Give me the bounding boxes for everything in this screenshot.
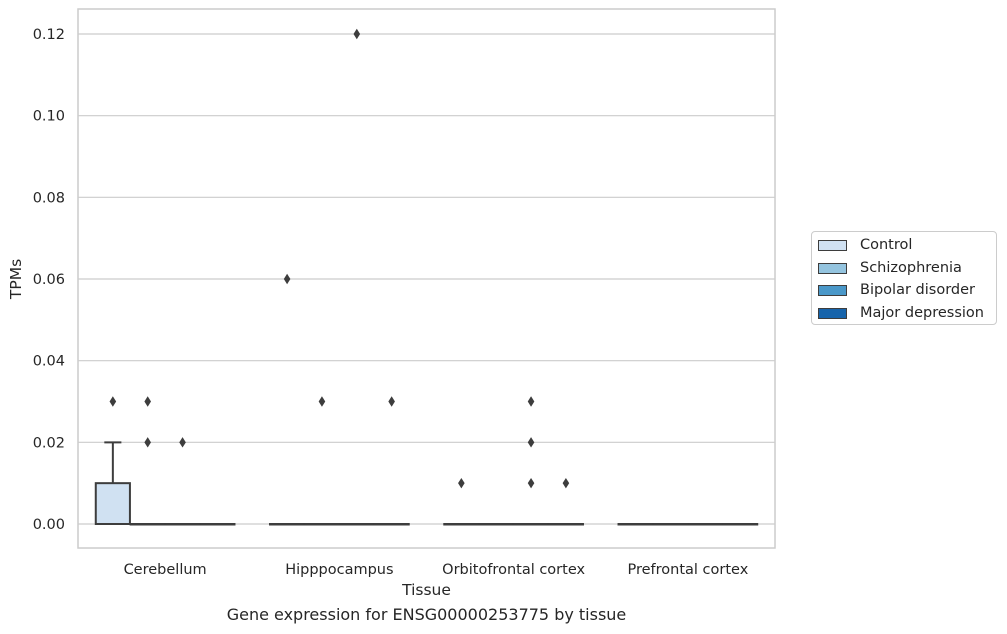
x-axis-title: Tissue: [401, 581, 451, 599]
y-axis-title: TPMs: [7, 259, 25, 300]
legend-label-major-depression: Major depression: [860, 305, 984, 321]
box-group: [303, 396, 341, 526]
outlier-point: [179, 437, 186, 448]
x-tick-label: Prefrontal cortex: [627, 562, 748, 578]
x-tick-label: Cerebellum: [124, 562, 207, 578]
legend: Control Schizophrenia Bipolar disorder M…: [811, 231, 997, 325]
legend-item-schizophrenia: Schizophrenia: [818, 258, 962, 278]
box-group: [338, 28, 375, 526]
box-group: [512, 396, 550, 526]
box: [94, 482, 131, 525]
legend-swatch-bipolar-disorder: [818, 284, 847, 296]
outlier-point: [527, 396, 535, 407]
outlier-point: [144, 396, 151, 407]
boxes: [94, 28, 759, 526]
box-group: [94, 396, 131, 525]
outlier-point: [458, 477, 465, 489]
x-tick-label: Orbitofrontal cortex: [442, 562, 585, 578]
chart-caption: Gene expression for ENSG00000253775 by t…: [226, 605, 627, 624]
box-group: [687, 523, 724, 526]
box-group: [652, 523, 689, 526]
y-tick-label: 0.06: [33, 272, 65, 288]
gridlines: [78, 33, 775, 525]
y-tick-label: 0.00: [33, 517, 65, 533]
outlier-point: [388, 396, 395, 407]
plot-frame: [77, 8, 776, 549]
y-tick-label: 0.12: [33, 27, 65, 43]
legend-label-schizophrenia: Schizophrenia: [860, 260, 962, 276]
box-group: [617, 523, 654, 526]
y-tick-labels: 0.00 0.02 0.04 0.06 0.08 0.10 0.12: [33, 27, 65, 533]
box-group: [269, 273, 306, 526]
y-tick-label: 0.02: [33, 435, 65, 451]
box-group: [373, 396, 410, 526]
outlier-point: [283, 273, 291, 285]
box-group: [129, 396, 166, 526]
outlier-point: [318, 396, 326, 407]
outlier-point: [527, 437, 535, 448]
legend-swatch-major-depression: [818, 307, 847, 319]
box-group: [199, 523, 236, 526]
legend-item-major-depression: Major depression: [818, 303, 984, 323]
box-group: [478, 523, 515, 526]
y-tick-label: 0.08: [33, 190, 65, 206]
legend-item-bipolar-disorder: Bipolar disorder: [818, 280, 975, 300]
box-group: [722, 523, 759, 526]
x-tick-label: Hipppocampus: [285, 562, 393, 578]
box-group: [443, 477, 480, 526]
outlier-point: [109, 396, 117, 407]
outlier-point: [144, 437, 151, 448]
outlier-point: [562, 477, 570, 489]
y-tick-label: 0.10: [33, 109, 65, 125]
legend-item-control: Control: [818, 235, 912, 255]
y-tick-label: 0.04: [33, 354, 65, 370]
outlier-point: [353, 28, 361, 40]
box-group: [164, 437, 201, 526]
legend-label-control: Control: [860, 237, 913, 253]
legend-label-bipolar-disorder: Bipolar disorder: [860, 282, 975, 298]
legend-swatch-control: [818, 239, 847, 251]
x-tick-labels: Cerebellum Hipppocampus Orbitofrontal cort…: [124, 562, 749, 578]
outlier-point: [527, 477, 535, 489]
box-group: [547, 477, 584, 526]
legend-swatch-schizophrenia: [818, 262, 847, 274]
